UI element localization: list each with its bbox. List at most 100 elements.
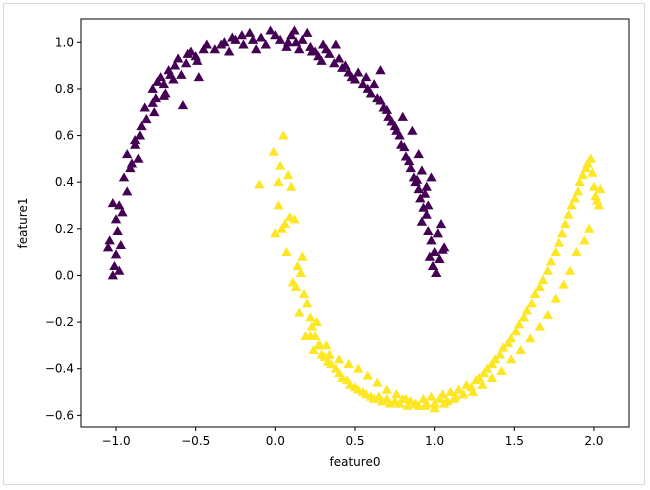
data-point-series-1: [276, 223, 287, 233]
data-point-series-1: [505, 333, 517, 343]
data-point-series-1: [534, 321, 545, 331]
data-point-series-1: [510, 326, 522, 336]
data-point-series-0: [114, 200, 125, 210]
data-point-series-0: [394, 130, 405, 140]
data-point-series-0: [129, 139, 141, 149]
data-point-series-1: [352, 363, 364, 373]
data-point-series-0: [399, 142, 410, 152]
data-point-series-1: [513, 319, 525, 329]
data-point-series-1: [434, 393, 445, 403]
x-tick-label: −1.0: [101, 434, 130, 448]
y-axis: −0.6 −0.4 −0.2 0.0 0.2 0.4 0.6 0.8 1.0: [45, 35, 81, 422]
data-point-series-1: [308, 344, 319, 354]
data-point-series-0: [330, 39, 342, 49]
data-point-series-0: [290, 37, 302, 47]
data-point-series-1: [292, 260, 303, 271]
data-point-series-0: [193, 72, 205, 82]
data-point-series-0: [329, 58, 340, 68]
data-point-series-0: [177, 100, 189, 110]
data-point-series-1: [298, 288, 310, 299]
data-point-series-1: [445, 386, 456, 396]
data-point-series-1: [290, 281, 302, 292]
data-point-series-0: [160, 88, 171, 98]
y-tick-label: −0.6: [45, 408, 74, 422]
data-point-series-0: [416, 216, 428, 226]
data-point-series-0: [255, 32, 267, 42]
data-point-series-1: [343, 358, 354, 368]
data-point-series-0: [435, 218, 447, 229]
data-point-series-1: [482, 363, 493, 373]
data-point-series-1: [582, 158, 593, 168]
data-point-series-1: [278, 130, 289, 140]
data-point-series-1: [429, 398, 440, 408]
x-tick-label: 0.5: [345, 434, 364, 448]
data-point-series-0: [415, 193, 426, 203]
data-point-series-1: [376, 396, 388, 406]
data-point-series-1: [458, 389, 469, 399]
data-point-series-1: [534, 281, 545, 292]
x-tick-label: 2.0: [584, 434, 603, 448]
data-point-series-1: [273, 200, 284, 210]
data-point-series-0: [251, 44, 262, 54]
data-point-series-0: [426, 235, 437, 245]
data-point-series-0: [281, 41, 292, 51]
data-point-series-0: [163, 65, 174, 75]
data-point-series-1: [588, 181, 600, 191]
data-point-series-1: [566, 200, 577, 210]
data-point-series-1: [372, 377, 383, 387]
data-point-series-0: [411, 174, 423, 184]
data-point-series-1: [273, 177, 284, 187]
data-point-series-0: [219, 37, 230, 47]
data-point-series-1: [321, 340, 332, 350]
data-point-series-0: [360, 72, 372, 82]
data-point-series-1: [453, 384, 464, 394]
data-point-series-0: [375, 65, 386, 75]
data-point-series-0: [139, 102, 150, 112]
data-point-series-1: [282, 170, 294, 180]
data-point-series-1: [448, 393, 459, 403]
data-point-series-0: [201, 39, 213, 49]
data-point-series-1: [268, 146, 279, 156]
data-point-series-0: [297, 34, 308, 44]
data-point-series-0: [133, 153, 144, 163]
data-point-series-0: [155, 72, 166, 82]
data-point-series-1: [274, 160, 286, 170]
y-tick-label: −0.2: [45, 315, 74, 329]
data-point-series-0: [192, 55, 203, 65]
y-tick-label: 0.2: [55, 222, 74, 236]
data-point-series-0: [418, 202, 429, 212]
data-point-series-0: [236, 30, 248, 40]
data-point-series-1: [289, 214, 300, 224]
data-point-series-0: [270, 30, 281, 40]
data-point-series-0: [110, 214, 122, 224]
data-point-series-1: [518, 312, 530, 322]
data-point-series-0: [434, 253, 445, 264]
data-point-series-0: [403, 156, 415, 166]
data-point-series-0: [134, 130, 146, 140]
data-point-series-0: [244, 27, 256, 37]
data-point-series-0: [357, 79, 369, 89]
data-point-series-0: [149, 107, 160, 117]
data-point-series-0: [141, 114, 152, 124]
data-point-series-1: [560, 218, 571, 229]
data-point-series-1: [537, 274, 549, 285]
data-point-series-0: [260, 39, 271, 49]
data-point-series-0: [104, 235, 115, 245]
data-point-series-1: [550, 293, 561, 303]
data-point-series-0: [423, 225, 434, 236]
data-point-series-0: [169, 60, 181, 70]
data-point-series-0: [349, 74, 361, 84]
data-point-series-0: [125, 163, 136, 173]
data-point-series-0: [340, 60, 351, 70]
data-point-series-0: [302, 27, 313, 37]
data-point-series-1: [305, 330, 316, 340]
data-point-series-1: [368, 393, 380, 403]
data-point-series-0: [421, 181, 432, 191]
data-point-series-0: [129, 135, 141, 145]
data-point-series-0: [306, 46, 318, 56]
data-point-series-0: [109, 260, 120, 271]
data-point-series-1: [564, 265, 576, 275]
y-tick-label: −0.4: [45, 362, 74, 376]
data-point-series-1: [525, 333, 536, 343]
data-point-series-1: [489, 354, 501, 364]
